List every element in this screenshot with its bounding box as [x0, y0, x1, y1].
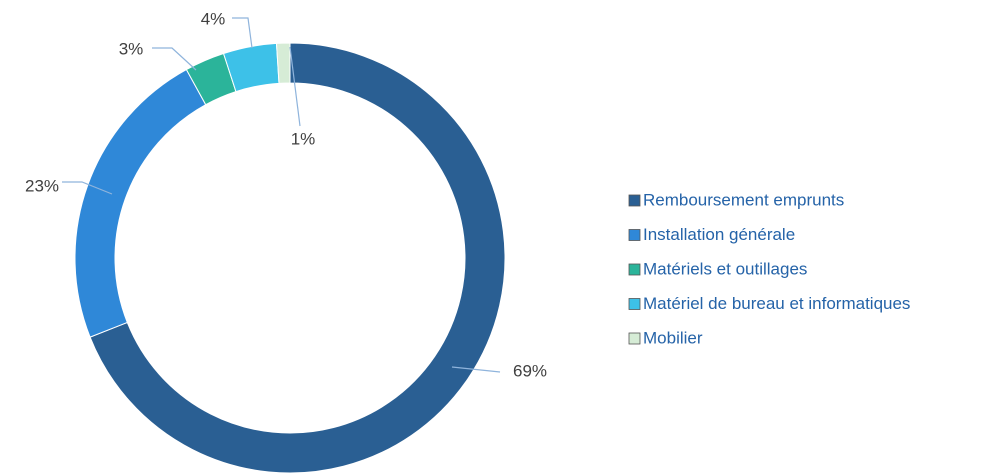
donut-slice: [275, 42, 291, 84]
data-label: 4%: [201, 9, 226, 28]
legend-marker: [628, 298, 641, 310]
data-label: 69%: [513, 361, 547, 380]
donut-slice: [89, 42, 506, 474]
legend-marker: [628, 332, 641, 345]
legend-label: Installation générale: [643, 225, 795, 244]
legend-marker: [628, 194, 641, 207]
legend-marker: [628, 263, 641, 276]
leader-line: [451, 366, 501, 373]
leader-line: [289, 46, 301, 127]
leader-line: [62, 181, 113, 195]
legend-label: Matériels et outillages: [643, 259, 807, 278]
data-label: 1%: [291, 129, 316, 148]
legend-label: Remboursement emprunts: [643, 190, 844, 209]
leader-line: [152, 47, 197, 71]
legend-marker: [628, 229, 641, 241]
donut-slice: [74, 68, 207, 338]
data-label: 3%: [119, 39, 144, 58]
data-label: 23%: [25, 176, 59, 195]
leader-line: [232, 17, 253, 49]
legend-label: Matériel de bureau et informatiques: [643, 294, 910, 313]
legend-label: Mobilier: [643, 328, 703, 347]
